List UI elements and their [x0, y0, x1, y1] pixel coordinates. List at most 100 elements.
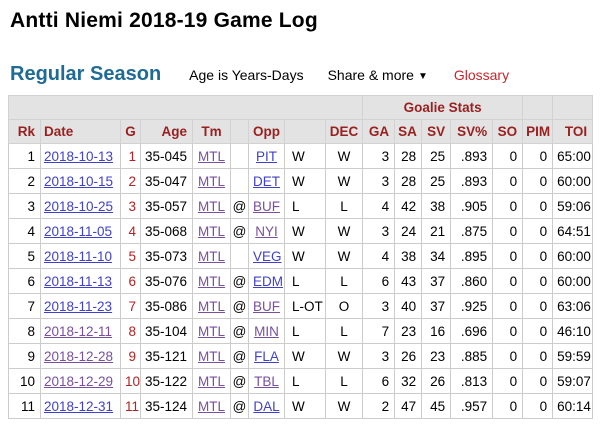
cell-ga: 6 — [362, 268, 396, 294]
col-header-rk[interactable]: Rk — [8, 119, 41, 144]
column-header-row: Rk Date G Age Tm Opp DEC GA SA SV SV% SO PIM TOI — [8, 119, 594, 144]
cell-pim: 0 — [522, 243, 554, 269]
opponent-link[interactable]: TBL — [254, 373, 279, 389]
cell-toi: 60:14 — [552, 393, 594, 419]
cell-so: 0 — [492, 143, 524, 169]
team-link[interactable]: MTL — [198, 173, 225, 189]
col-header-svpct[interactable]: SV% — [450, 119, 494, 144]
opponent-link[interactable]: MIN — [254, 323, 279, 339]
col-header-at[interactable] — [230, 119, 249, 144]
opponent-link[interactable]: PIT — [255, 148, 277, 164]
date-link[interactable]: 2018-11-05 — [44, 223, 113, 239]
cell-svpct: .696 — [450, 318, 494, 344]
col-header-opp[interactable]: Opp — [248, 119, 285, 144]
glossary-link[interactable]: Glossary — [453, 67, 510, 83]
cell-svpct: .905 — [450, 193, 494, 219]
table-row: 6 2018-11-13 6 35-076 MTL @ EDM L L 6 43 37.860 0 0 60… — [8, 268, 594, 294]
group-header-pim — [522, 95, 554, 120]
cell-rk: 8 — [8, 318, 41, 344]
cell-sa: 47 — [394, 393, 423, 419]
col-header-ga[interactable]: GA — [362, 119, 396, 144]
team-link[interactable]: MTL — [198, 348, 225, 364]
cell-at — [230, 143, 249, 169]
cell-ga: 3 — [362, 218, 396, 244]
date-link[interactable]: 2018-11-10 — [44, 248, 113, 264]
col-header-sa[interactable]: SA — [394, 119, 423, 144]
cell-at — [230, 243, 249, 269]
cell-pim: 0 — [522, 293, 554, 319]
cell-svpct: .813 — [450, 368, 494, 394]
cell-ga: 3 — [362, 168, 396, 194]
column-group-row: Goalie Stats — [7, 95, 594, 120]
date-link[interactable]: 2018-11-23 — [44, 298, 113, 314]
table-row: 8 2018-12-11 8 35-104 MTL @ MIN L L 7 23 16.696 0 0 46… — [8, 318, 594, 344]
cell-sv: 45 — [421, 393, 452, 419]
col-header-dec[interactable]: DEC — [324, 119, 364, 144]
cell-dec: L — [324, 193, 364, 219]
opponent-link[interactable]: EDM — [253, 273, 283, 289]
team-link[interactable]: MTL — [198, 198, 225, 214]
cell-ga: 3 — [362, 293, 396, 319]
cell-at: @ — [230, 193, 249, 219]
cell-age: 35-045 — [140, 143, 193, 169]
cell-res: W — [284, 343, 326, 369]
team-link[interactable]: MTL — [198, 298, 225, 314]
date-link[interactable]: 2018-10-13 — [44, 148, 114, 164]
opponent-link[interactable]: BUF — [253, 198, 280, 214]
date-link[interactable]: 2018-12-31 — [44, 398, 114, 414]
cell-date: 2018-11-13 — [40, 268, 121, 294]
cell-dec: W — [324, 243, 364, 269]
date-link[interactable]: 2018-11-13 — [44, 273, 113, 289]
col-header-tm[interactable]: Tm — [192, 119, 231, 144]
col-header-g[interactable]: G — [120, 119, 141, 144]
cell-res: W — [284, 143, 326, 169]
opponent-link[interactable]: BUF — [253, 298, 280, 314]
team-link[interactable]: MTL — [198, 398, 225, 414]
opponent-link[interactable]: VEG — [253, 248, 282, 264]
team-link[interactable]: MTL — [198, 248, 225, 264]
col-header-so[interactable]: SO — [492, 119, 524, 144]
col-header-pim[interactable]: PIM — [522, 119, 554, 144]
cell-age: 35-086 — [140, 293, 193, 319]
date-link[interactable]: 2018-10-15 — [44, 173, 114, 189]
col-header-date[interactable]: Date — [40, 119, 121, 144]
cell-so: 0 — [492, 243, 524, 269]
team-link[interactable]: MTL — [198, 273, 225, 289]
cell-date: 2018-11-05 — [40, 218, 121, 244]
cell-sa: 23 — [394, 318, 423, 344]
team-link[interactable]: MTL — [198, 373, 225, 389]
col-header-age[interactable]: Age — [140, 119, 193, 144]
cell-age: 35-073 — [140, 243, 193, 269]
cell-ga: 4 — [362, 193, 396, 219]
team-link[interactable]: MTL — [198, 223, 225, 239]
opponent-link[interactable]: NYI — [255, 223, 278, 239]
col-header-toi[interactable]: TOI — [552, 119, 594, 144]
cell-g: 1 — [120, 143, 141, 169]
cell-dec: W — [324, 218, 364, 244]
opponent-link[interactable]: FLA — [254, 348, 279, 364]
col-header-sv[interactable]: SV — [421, 119, 452, 144]
cell-date: 2018-12-11 — [40, 318, 121, 344]
date-link[interactable]: 2018-10-25 — [44, 198, 114, 214]
cell-sv: 37 — [421, 268, 452, 294]
share-more-button[interactable]: Share & more ▼ — [328, 67, 428, 83]
team-link[interactable]: MTL — [198, 148, 225, 164]
cell-opp: FLA — [248, 343, 285, 369]
col-header-res[interactable] — [284, 119, 326, 144]
opponent-link[interactable]: DAL — [253, 398, 280, 414]
cell-ga: 2 — [362, 393, 396, 419]
cell-sv: 38 — [421, 193, 452, 219]
table-row: 2 2018-10-15 2 35-047 MTL DET W W 3 28 25.893 0 0 60:… — [8, 168, 594, 194]
cell-tm: MTL — [192, 293, 231, 319]
date-link[interactable]: 2018-12-11 — [44, 323, 113, 339]
cell-tm: MTL — [192, 168, 231, 194]
cell-age: 35-076 — [140, 268, 193, 294]
date-link[interactable]: 2018-12-29 — [44, 373, 114, 389]
team-link[interactable]: MTL — [198, 323, 225, 339]
opponent-link[interactable]: DET — [253, 173, 280, 189]
date-link[interactable]: 2018-12-28 — [44, 348, 114, 364]
cell-pim: 0 — [522, 143, 554, 169]
cell-rk: 2 — [8, 168, 41, 194]
cell-toi: 60:00 — [552, 168, 594, 194]
cell-res: L-OT — [284, 293, 326, 319]
